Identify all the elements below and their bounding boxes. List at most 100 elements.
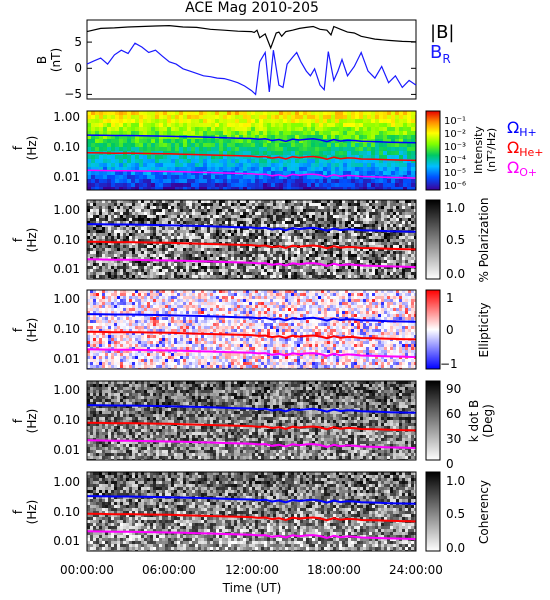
spectrogram-cell	[330, 266, 333, 269]
spectrogram-cell	[90, 209, 93, 212]
spectrogram-cell	[258, 242, 261, 245]
spectrogram-cell	[383, 119, 387, 123]
spectrogram-cell	[231, 127, 235, 131]
spectrogram-cell	[391, 163, 395, 167]
spectrogram-cell	[234, 227, 237, 230]
spectrogram-cell	[336, 254, 339, 257]
spectrogram-cell	[411, 115, 415, 119]
spectrogram-cell	[141, 245, 144, 248]
spectrogram-cell	[180, 203, 183, 206]
spectrogram-cell	[339, 221, 342, 224]
spectrogram-cell	[177, 206, 180, 209]
spectrogram-cell	[258, 212, 261, 215]
spectrogram-cell	[99, 206, 102, 209]
spectrogram-cell	[131, 131, 135, 135]
spectrogram-cell	[131, 179, 135, 183]
spectrogram-cell	[150, 263, 153, 266]
spectrogram-cell	[237, 248, 240, 251]
spectrogram-cell	[375, 260, 378, 263]
spectrogram-cell	[163, 115, 167, 119]
spectrogram-cell	[87, 302, 90, 305]
spectrogram-cell	[342, 266, 345, 269]
spectrogram-cell	[363, 111, 367, 115]
spectrogram-cell	[275, 167, 279, 171]
spectrogram-cell	[276, 272, 279, 275]
spectrogram-cell	[119, 143, 123, 147]
polarization-texture	[87, 200, 416, 279]
spectrogram-cell	[339, 159, 343, 163]
spectrogram-cell	[321, 272, 324, 275]
spectrogram-cell	[99, 224, 102, 227]
spectrogram-cell	[303, 200, 306, 203]
spectrogram-cell	[189, 233, 192, 236]
spectrogram-cell	[243, 242, 246, 245]
spectrogram-cell	[327, 171, 331, 175]
spectrogram-cell	[399, 171, 403, 175]
spectrogram-cell	[324, 203, 327, 206]
spectrogram-cell	[235, 167, 239, 171]
spectrogram-cell	[366, 266, 369, 269]
spectrogram-cell	[99, 359, 102, 362]
spectrogram-cell	[239, 131, 243, 135]
spectrogram-cell	[279, 135, 283, 139]
spectrogram-cell	[243, 203, 246, 206]
spectrogram-cell	[283, 163, 287, 167]
spectrogram-cell	[129, 260, 132, 263]
spectrogram-cell	[291, 248, 294, 251]
spectrogram-cell	[387, 221, 390, 224]
spectrogram-cell	[375, 111, 379, 115]
spectrogram-cell	[324, 206, 327, 209]
spectrogram-cell	[318, 257, 321, 260]
spectrogram-cell	[309, 224, 312, 227]
spectrogram-cell	[360, 239, 363, 242]
spectrogram-cell	[204, 227, 207, 230]
spectrogram-cell	[114, 362, 117, 365]
spectrogram-cell	[147, 254, 150, 257]
spectrogram-cell	[258, 221, 261, 224]
spectrogram-cell	[360, 254, 363, 257]
spectrogram-cell	[96, 341, 99, 344]
spectrogram-cell	[324, 233, 327, 236]
spectrogram-cell	[115, 127, 119, 131]
spectrogram-cell	[331, 167, 335, 171]
spectrogram-cell	[126, 275, 129, 278]
spectrogram-cell	[115, 183, 119, 187]
spectrogram-cell	[399, 135, 403, 139]
spectrogram-cell	[279, 203, 282, 206]
spectrogram-cell	[381, 242, 384, 245]
spectrogram-cell	[396, 215, 399, 218]
spectrogram-cell	[93, 323, 96, 326]
spectrogram-cell	[156, 227, 159, 230]
spectrogram-cell	[391, 171, 395, 175]
spectrogram-cell	[267, 123, 271, 127]
spectrogram-cell	[249, 251, 252, 254]
spectrogram-cell	[327, 123, 331, 127]
spectrogram-cell	[120, 314, 123, 317]
spectrogram-cell	[183, 212, 186, 215]
spectrogram-cell	[127, 179, 131, 183]
spectrogram-cell	[147, 242, 150, 245]
spectrogram-cell	[213, 209, 216, 212]
spectrogram-cell	[165, 239, 168, 242]
spectrogram-cell	[327, 179, 331, 183]
spectrogram-cell	[186, 263, 189, 266]
spectrogram-cell	[203, 147, 207, 151]
spectrogram-cell	[159, 139, 163, 143]
spectrogram-cell	[321, 233, 324, 236]
spectrogram-cell	[247, 151, 251, 155]
spectrogram-cell	[168, 251, 171, 254]
spectrogram-cell	[354, 272, 357, 275]
series-absB-line	[86, 24, 417, 50]
spectrogram-cell	[323, 155, 327, 159]
spectrogram-cell	[195, 143, 199, 147]
spectrogram-cell	[247, 135, 251, 139]
spectrogram-cell	[294, 251, 297, 254]
spectrogram-cell	[345, 266, 348, 269]
spectrogram-cell	[240, 221, 243, 224]
spectrogram-cell	[147, 257, 150, 260]
spectrogram-cell	[171, 266, 174, 269]
spectrogram-cell	[132, 257, 135, 260]
spectrogram-cell	[126, 245, 129, 248]
spectrogram-cell	[303, 260, 306, 263]
spectrogram-cell	[267, 143, 271, 147]
